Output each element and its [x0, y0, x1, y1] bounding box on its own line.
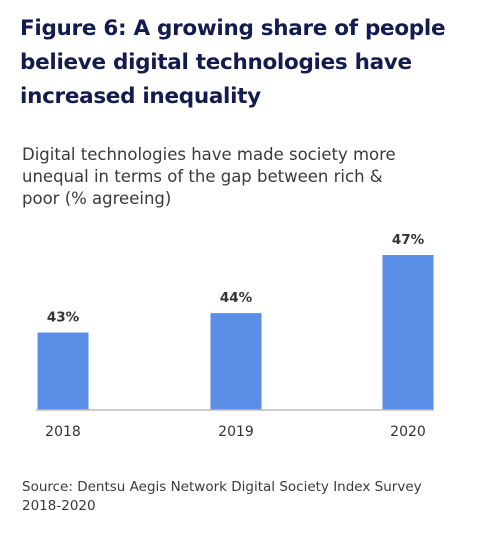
data-label-2020: 47%: [392, 232, 425, 248]
x-tick-label-2018: 2018: [45, 424, 81, 440]
x-tick-label-2020: 2020: [390, 424, 426, 440]
bar-chart: 43% 2018 44% 2019 47% 2020: [36, 232, 434, 440]
x-tick-label-2019: 2019: [218, 424, 254, 440]
figure-title: Figure 6: A growing share of people beli…: [20, 16, 446, 109]
data-label-2018: 43%: [47, 310, 80, 326]
data-label-2019: 44%: [220, 290, 253, 306]
bar-2018: [37, 332, 89, 410]
bar-2019: [210, 313, 262, 410]
chart-subtitle: Digital technologies have made society m…: [22, 145, 396, 208]
bar-2020: [382, 255, 434, 410]
source-note: Source: Dentsu Aegis Network Digital Soc…: [22, 479, 422, 514]
